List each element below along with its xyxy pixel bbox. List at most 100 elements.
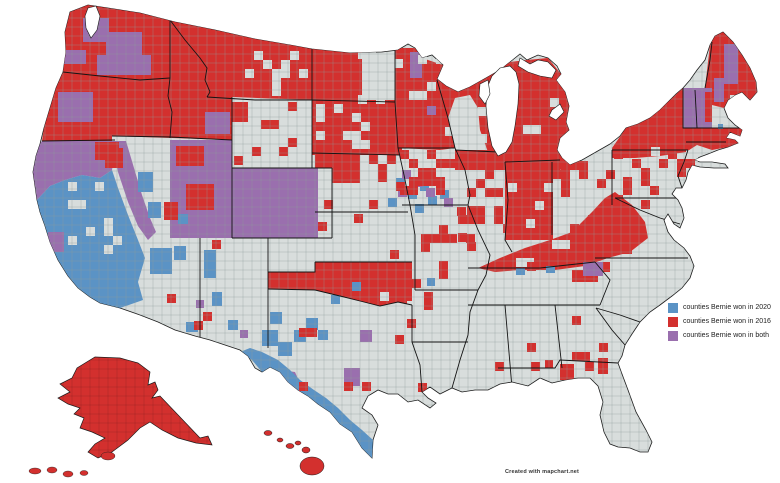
county-speckle [427, 82, 436, 91]
map-region-california-blue [37, 170, 145, 308]
legend-item-2016: counties Bernie won in 2016 [668, 317, 771, 327]
county-speckle [561, 161, 570, 170]
county-speckle [651, 147, 660, 156]
county-speckle [409, 91, 418, 100]
county-speckle [212, 240, 221, 249]
county-speckle [527, 262, 536, 271]
county-speckle [527, 343, 536, 352]
county-speckle [362, 382, 371, 391]
county-accent [204, 250, 216, 278]
county-speckle [427, 177, 436, 186]
county-speckle [318, 222, 327, 231]
county-speckle [467, 188, 476, 197]
county-speckle [606, 215, 615, 224]
county-speckle [272, 78, 281, 87]
county-accent [546, 266, 555, 273]
county-speckle [561, 179, 570, 188]
county-accent [270, 312, 282, 324]
aleutian-island [46, 466, 58, 474]
county-speckle [544, 183, 553, 192]
county-speckle [254, 51, 263, 60]
aleutian-island [100, 451, 116, 461]
legend-label-2020: counties Bernie won in 2020 [683, 304, 771, 311]
county-accent [427, 278, 435, 286]
map-region-massachusetts-red [683, 128, 742, 150]
hawaii-island [276, 437, 284, 443]
county-accent [718, 124, 723, 129]
county-speckle [344, 382, 353, 391]
county-accent [48, 232, 64, 252]
county-speckle [324, 200, 333, 209]
legend-label-both: counties Bernie won in both [683, 332, 769, 339]
county-speckle [454, 159, 463, 168]
county-accent [420, 182, 429, 191]
map-region-north-dakota-west-red [312, 49, 362, 102]
county-speckle [352, 113, 361, 122]
county-speckle [485, 188, 494, 197]
county-accent [228, 320, 238, 330]
county-speckle [588, 215, 597, 224]
county-accent [58, 92, 93, 122]
county-speckle [299, 382, 308, 391]
hawaii-island [263, 430, 273, 436]
county-speckle [367, 68, 376, 77]
county-speckle [95, 182, 104, 191]
county-accent [516, 268, 525, 275]
county-speckle [457, 207, 466, 216]
county-speckle [579, 170, 588, 179]
county-speckle [632, 159, 641, 168]
county-speckle [378, 164, 387, 173]
county-speckle [376, 77, 385, 86]
county-speckle [333, 173, 342, 182]
county-speckle [261, 120, 270, 129]
county-speckle [299, 328, 308, 337]
county-speckle [439, 261, 448, 270]
county-speckle [424, 292, 433, 301]
county-accent [278, 342, 292, 356]
county-speckle [668, 150, 677, 159]
county-speckle [358, 95, 367, 104]
county-speckle [686, 159, 695, 168]
county-speckle [439, 225, 448, 234]
county-speckle [316, 113, 325, 122]
county-speckle [641, 177, 650, 186]
county-speckle [252, 147, 261, 156]
county-speckle [86, 227, 95, 236]
hawaii-island [285, 443, 295, 449]
county-speckle [409, 177, 418, 186]
county-speckle [421, 243, 430, 252]
county-speckle [394, 59, 403, 68]
county-speckle [552, 240, 561, 249]
county-speckle [427, 168, 436, 177]
county-accent [212, 292, 222, 306]
county-speckle [466, 234, 475, 243]
lake-michigan [485, 65, 520, 157]
county-speckle [367, 50, 376, 59]
county-speckle [194, 321, 203, 330]
county-accent [352, 282, 361, 291]
county-speckle [68, 182, 77, 191]
green-bay [478, 79, 491, 105]
county-accent [97, 55, 151, 75]
county-accent [344, 368, 360, 386]
county-accent [360, 330, 372, 342]
county-speckle [299, 69, 308, 78]
county-speckle [623, 245, 632, 254]
county-speckle [316, 104, 325, 113]
county-speckle [390, 250, 399, 259]
county-speckle [68, 236, 77, 245]
attribution: Created with mapchart.net [505, 469, 580, 475]
county-speckle [532, 125, 541, 134]
county-speckle [361, 122, 370, 131]
county-speckle [458, 215, 467, 224]
aleutian-island [28, 467, 42, 475]
county-accent [583, 262, 603, 276]
county-speckle [352, 140, 361, 149]
county-accent [105, 148, 123, 168]
county-speckle [288, 138, 297, 147]
aleutian-island [79, 470, 89, 476]
county-speckle [279, 147, 288, 156]
county-accent [388, 198, 397, 207]
county-speckle [436, 177, 445, 186]
county-speckle [561, 188, 570, 197]
